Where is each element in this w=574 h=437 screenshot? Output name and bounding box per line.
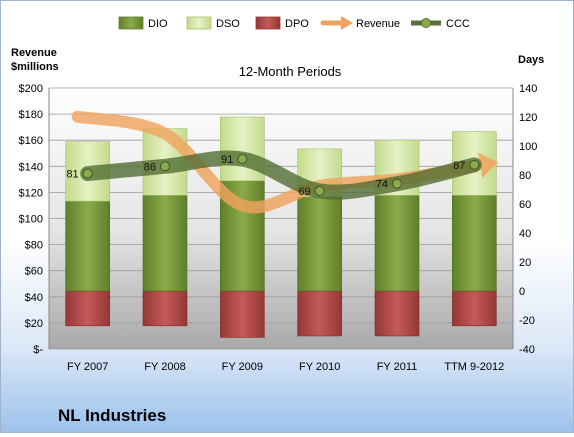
legend-label-ccc: CCC: [446, 18, 470, 30]
left-tick-label: $20: [25, 318, 43, 330]
bar-dio: [374, 195, 420, 292]
right-tick-label: 0: [519, 286, 525, 298]
left-tick-label: $40: [25, 292, 43, 304]
legend-line-ccc-icon: [411, 18, 441, 28]
x-category-label: FY 2010: [299, 361, 340, 373]
legend-label-dso: DSO: [216, 18, 240, 30]
ccc-data-label: 91: [221, 154, 233, 166]
ccc-line: [80, 150, 482, 200]
company-name: NL Industries: [58, 406, 167, 425]
bar-dpo: [452, 290, 497, 327]
x-category-label: FY 2007: [67, 361, 108, 373]
ccc-data-label: 74: [376, 179, 388, 191]
right-tick-label: 80: [519, 170, 531, 182]
bar-dpo: [297, 290, 342, 337]
left-tick-label: $140: [19, 161, 43, 173]
left-tick-label: $180: [19, 109, 43, 121]
right-tick-label: 60: [519, 199, 531, 211]
legend-swatch-dpo: [255, 16, 281, 30]
left-axis-ticks: $- $20 $40 $60 $80 $100 $120 $140 $160 $180 $200: [19, 83, 44, 356]
ccc-point: [314, 185, 325, 196]
ccc-point: [160, 161, 170, 172]
left-tick-label: $60: [25, 266, 43, 278]
ccc-point: [237, 154, 248, 165]
legend-label-dpo: DPO: [285, 18, 309, 30]
right-tick-label: -20: [519, 315, 535, 327]
right-tick-label: -40: [519, 344, 535, 356]
left-tick-label: $100: [19, 214, 43, 226]
revenue-arrowhead: [478, 152, 498, 179]
ccc-point: [82, 168, 93, 179]
ccc-data-label: 86: [144, 161, 156, 173]
left-axis-label-line1: Revenue: [11, 47, 57, 59]
right-axis-label: Days: [518, 54, 544, 66]
ccc-point: [392, 178, 402, 189]
legend-label-revenue: Revenue: [356, 18, 400, 30]
legend-swatch-dio: [118, 16, 144, 30]
right-axis-ticks: -40 -20 0 20 40 60 80 100 120 140: [519, 83, 537, 356]
right-tick-label: 120: [519, 112, 537, 124]
bar-dpo: [142, 290, 188, 327]
ccc-point: [469, 159, 480, 170]
lines: 81 86 91 69 74 87: [66, 110, 498, 214]
ccc-data-label: 69: [298, 186, 310, 198]
legend: DIO DSO DPO Revenue CCC: [118, 16, 470, 30]
gridlines: [49, 87, 513, 350]
x-category-label: FY 2011: [377, 361, 418, 373]
right-tick-label: 140: [519, 83, 537, 95]
x-category-label: FY 2008: [144, 361, 185, 373]
x-category-label: FY 2009: [222, 361, 263, 373]
chart-title: 12-Month Periods: [239, 64, 342, 79]
ccc-data-label: 87: [453, 160, 465, 172]
left-tick-label: $120: [19, 187, 43, 199]
bar-dio: [297, 196, 342, 292]
left-tick-label: $-: [33, 344, 43, 356]
bar-dio: [452, 195, 497, 292]
legend-swatch-dso: [186, 16, 212, 30]
right-tick-label: 100: [519, 141, 537, 153]
legend-arrow-revenue-icon: [320, 16, 353, 30]
bar-dio: [65, 200, 110, 292]
legend-label-dio: DIO: [148, 18, 168, 30]
right-tick-label: 40: [519, 228, 531, 240]
left-tick-label: $160: [19, 135, 43, 147]
ccc-data-label: 81: [66, 169, 78, 181]
bar-dpo: [374, 290, 420, 337]
left-tick-label: $200: [19, 83, 43, 95]
bar-dpo: [220, 290, 265, 338]
x-axis-categories: FY 2007 FY 2008 FY 2009 FY 2010 FY 2011 TTM 9…: [67, 361, 504, 373]
x-category-label: TTM 9-2012: [444, 361, 504, 373]
left-axis-label-line2: $millions: [11, 61, 59, 73]
left-tick-label: $80: [25, 240, 43, 252]
bar-dpo: [65, 290, 110, 327]
right-tick-label: 20: [519, 257, 531, 269]
bar-dio: [142, 195, 188, 292]
